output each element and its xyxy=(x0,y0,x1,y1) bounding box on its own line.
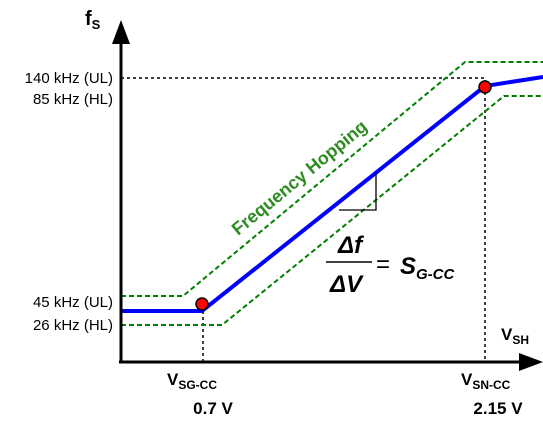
x-value-0-7v: 0.7 V xyxy=(193,399,233,418)
x-label-sn-cc: VSN-CC xyxy=(461,370,511,392)
x-label-sg-cc: VSG-CC xyxy=(167,370,217,392)
y-axis-title: fS xyxy=(85,8,101,32)
x-value-2-15v: 2.15 V xyxy=(473,399,523,418)
y-label-26khz-hl: 26 kHz (HL) xyxy=(33,317,113,334)
y-label-45khz-ul: 45 kHz (UL) xyxy=(33,294,113,311)
y-axis-arrow-icon xyxy=(112,20,130,44)
slope-triangle xyxy=(339,173,377,211)
marker-sg-cc xyxy=(195,297,209,311)
x-axis-title: VSH xyxy=(501,325,529,347)
equation-rhs: SG-CC xyxy=(400,253,456,283)
marker-sn-cc xyxy=(478,80,492,94)
equation-equals: = xyxy=(376,251,390,278)
equation-numerator: Δf xyxy=(337,232,364,259)
equation-denominator: ΔV xyxy=(329,271,364,298)
hopping-band-upper xyxy=(121,61,543,297)
y-label-140khz-ul: 140 kHz (UL) xyxy=(25,70,113,87)
switching-frequency-line xyxy=(121,75,543,313)
x-axis-arrow-icon xyxy=(519,353,543,371)
y-label-85khz-hl: 85 kHz (HL) xyxy=(33,91,113,108)
